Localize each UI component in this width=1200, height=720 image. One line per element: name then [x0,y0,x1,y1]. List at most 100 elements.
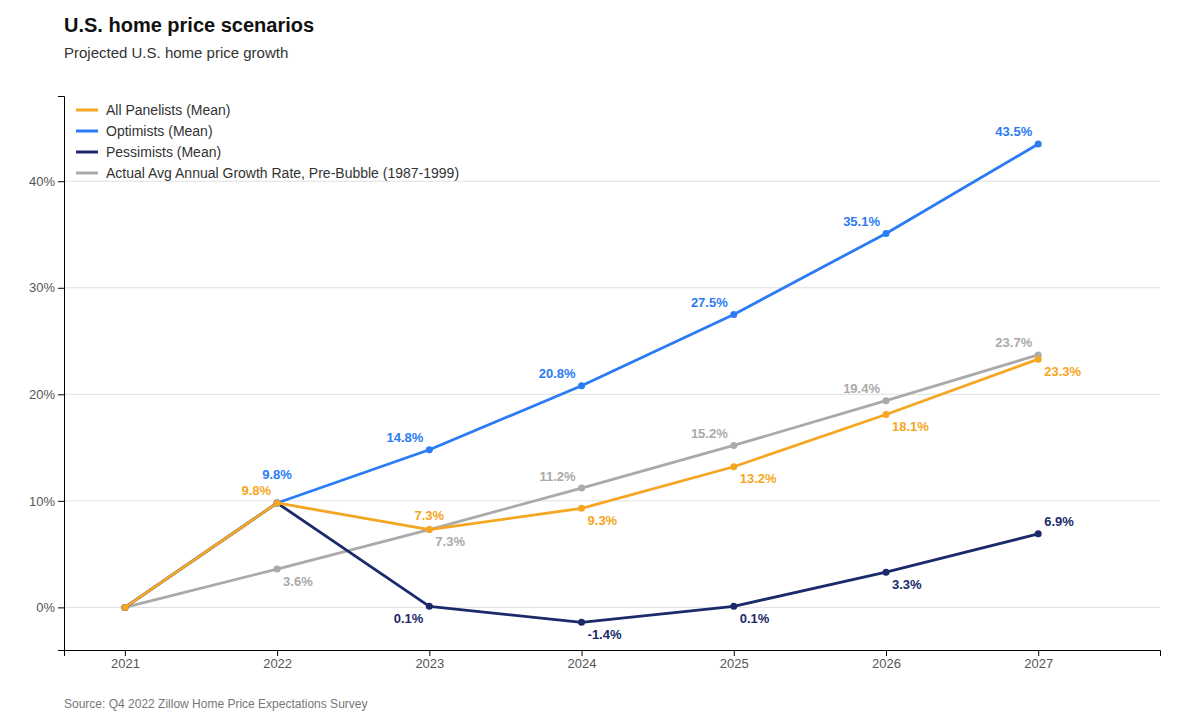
legend-swatch [76,172,98,175]
x-tick: 2025 [720,650,749,671]
marker [274,566,281,573]
marker [883,397,890,404]
marker [883,230,890,237]
series [121,351,1041,610]
x-tick: 2022 [263,650,292,671]
marker [730,463,737,470]
marker [426,526,433,533]
data-label: -1.4% [588,627,622,642]
marker [883,411,890,418]
subtitle: Projected U.S. home price growth [64,44,288,61]
marker [883,569,890,576]
legend-label: Optimists (Mean) [106,123,213,139]
x-tick-label: 2027 [1024,656,1053,671]
x-tick-mark [582,650,583,656]
data-label: 0.1% [394,611,424,626]
marker [578,619,585,626]
marker [730,311,737,318]
data-label: 9.8% [241,483,271,498]
y-axis: 0% 10% 20% 30% 40% [29,97,65,651]
legend-item: All Panelists (Mean) [76,102,231,118]
legend: All Panelists (Mean) Optimists (Mean) Pess… [76,102,459,181]
y-tick-mark [58,501,64,502]
data-label: 11.2% [539,469,576,484]
x-tick-mark [886,650,887,656]
series [121,356,1041,611]
y-tick-mark [58,181,64,182]
x-tick: 2027 [1024,650,1053,671]
data-label: 7.3% [415,508,445,523]
data-label: 15.2% [691,426,728,441]
y-tick-mark [58,607,64,608]
x-tick-label: 2024 [568,656,597,671]
data-labels: 9.8%7.3%9.3%13.2%18.1%23.3%9.8%14.8%20.8… [241,124,1081,641]
marker [426,446,433,453]
marker [274,499,281,506]
data-label: 6.9% [1044,514,1074,529]
data-label: 9.8% [262,467,292,482]
data-label: 35.1% [843,214,880,229]
legend-item: Actual Avg Annual Growth Rate, Pre-Bubbl… [76,165,459,181]
legend-swatch [76,109,98,112]
x-tick-label: 2026 [872,656,901,671]
marker [121,604,128,611]
marker [1035,356,1042,363]
data-label: 13.2% [740,471,777,486]
x-tick-label: 2022 [263,656,292,671]
legend-swatch [76,130,98,133]
marks [121,140,1041,625]
data-label: 20.8% [539,366,576,381]
data-label: 43.5% [995,124,1032,139]
x-tick-label: 2021 [111,656,140,671]
legend-swatch [76,151,98,154]
x-tick: 2021 [111,650,140,671]
marker [1035,530,1042,537]
y-tick-label: 30% [29,280,55,295]
x-tick-label: 2023 [415,656,444,671]
line [125,503,1038,622]
x-tick-mark [125,650,126,656]
y-tick: 10% [29,494,64,509]
data-label: 18.1% [892,419,929,434]
plot: 2021 2022 2023 2024 2025 2026 2027 0% 10% 20% 30% 4… [29,97,1161,672]
chart: U.S. home price scenarios Projected U.S. … [0,0,1200,720]
legend-label: Actual Avg Annual Growth Rate, Pre-Bubbl… [106,165,459,181]
grid-line [64,394,1160,395]
x-tick-mark [429,650,430,656]
marker [274,499,281,506]
x-tick: 2023 [415,650,444,671]
marker [121,604,128,611]
title: U.S. home price scenarios [64,14,314,36]
data-label: 0.1% [740,611,770,626]
data-label: 3.3% [892,577,922,592]
source: Source: Q4 2022 Zillow Home Price Expect… [64,697,367,711]
series [121,499,1041,625]
marker [730,603,737,610]
data-label: 3.6% [283,574,313,589]
marker [730,442,737,449]
line [125,144,1038,607]
legend-item: Optimists (Mean) [76,123,213,139]
y-tick-label: 20% [29,387,55,402]
line [125,359,1038,607]
legend-item: Pessimists (Mean) [76,144,221,160]
x-tick-label: 2025 [720,656,749,671]
y-tick-label: 10% [29,494,55,509]
series [121,140,1041,610]
marker [578,485,585,492]
marker [426,526,433,533]
data-label: 9.3% [588,513,618,528]
y-tick-mark [58,288,64,289]
marker [121,604,128,611]
data-label: 7.3% [435,534,465,549]
x-tick: 2026 [872,650,901,671]
y-tick-label: 40% [29,174,55,189]
y-tick-label: 0% [36,600,55,615]
x-axis-line [65,651,1161,657]
grid-line [64,607,1160,608]
y-tick-mark [58,394,64,395]
data-label: 23.7% [995,335,1032,350]
y-tick: 30% [29,280,64,295]
x-tick-mark [277,650,278,656]
marker [426,603,433,610]
